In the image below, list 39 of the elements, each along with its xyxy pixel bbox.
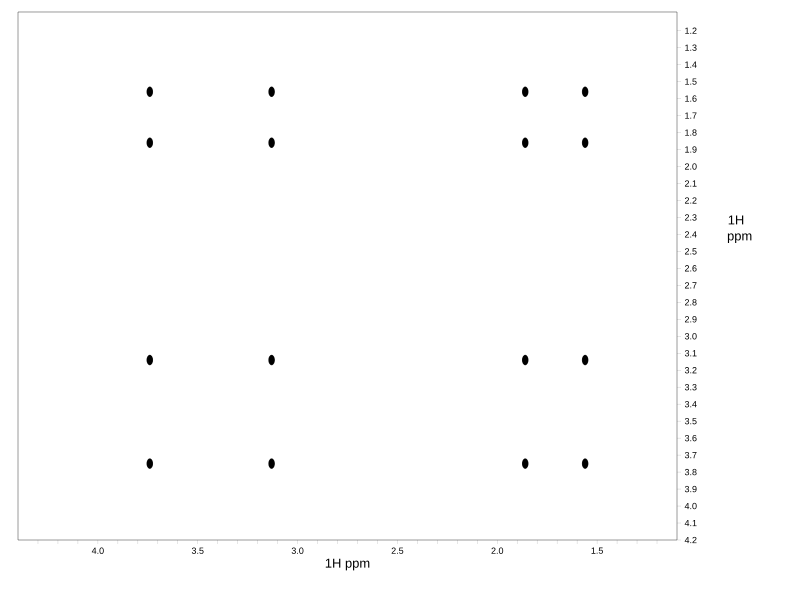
y-tick-label: 3.2 <box>684 367 697 374</box>
y-tick-label: 2.8 <box>684 299 697 306</box>
y-tick-label: 4.2 <box>684 536 697 544</box>
y-tick-label: 3.4 <box>684 401 697 408</box>
y-tick-label: 3.7 <box>684 452 697 458</box>
y-tick-label: 2.2 <box>684 197 697 204</box>
x-tick-label: 2.5 <box>392 548 404 554</box>
y-tick-label: 1.8 <box>685 129 697 136</box>
x-tick-label: 2.0 <box>491 548 504 554</box>
y-tick-label: 1.6 <box>685 95 697 102</box>
y-tick-label: 1.4 <box>685 62 697 68</box>
y-tick-label: 1.3 <box>685 44 697 51</box>
y-tick-label: 1.7 <box>685 112 697 119</box>
y-tick-label: 3.1 <box>684 350 697 356</box>
y-tick-label: 2.9 <box>684 316 697 322</box>
y-tick-label: 2.5 <box>684 248 697 255</box>
y-tick-label: 3.3 <box>684 384 697 390</box>
y-tick-label: 2.7 <box>684 282 697 288</box>
y-tick-label: 1.9 <box>685 146 697 153</box>
y-tick-label: 4.1 <box>684 520 697 526</box>
y-tick-label: 2.0 <box>684 163 697 170</box>
y-tick-label: 3.6 <box>684 434 697 442</box>
x-tick-label: 4.0 <box>92 548 104 554</box>
x-tick-label: 3.5 <box>192 548 204 554</box>
x-axis-title: 1H ppm <box>326 558 370 570</box>
y-tick-label: 2.4 <box>684 231 697 238</box>
y-tick-label: 4.0 <box>684 502 697 510</box>
y-tick-label: 2.6 <box>684 265 697 272</box>
x-tick-label: 3.0 <box>292 548 304 554</box>
y-tick-label: 1.2 <box>685 28 697 34</box>
y-tick-label: 3.0 <box>684 333 697 340</box>
y-axis-title: 1H ppm <box>728 216 752 244</box>
y-tick-label: 3.8 <box>684 468 697 476</box>
y-tick-label: 2.3 <box>684 214 697 221</box>
x-tick-label: 1.5 <box>592 548 603 554</box>
y-tick-label: 3.9 <box>684 486 697 492</box>
y-tick-label: 3.5 <box>684 418 697 424</box>
y-tick-label: 1.5 <box>685 78 697 85</box>
y-tick-label: 2.1 <box>684 180 697 187</box>
